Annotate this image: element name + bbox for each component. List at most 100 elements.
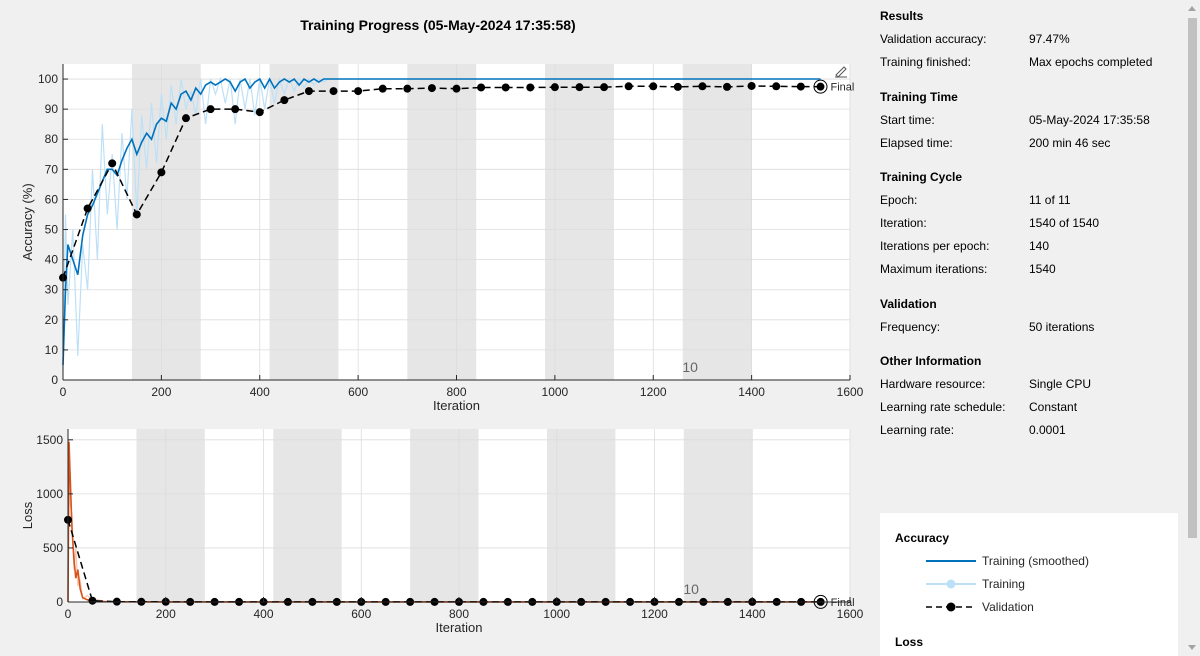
epoch-band [269, 64, 339, 380]
x-tick-label: 800 [449, 607, 469, 621]
y-tick-label: 500 [43, 541, 63, 555]
validation-point [83, 204, 92, 213]
info-row: Start time: 05-May-2024 17:35:58 [880, 113, 1180, 129]
validation-point [477, 83, 486, 92]
x-tick-label: 600 [351, 607, 371, 621]
y-tick-label: 30 [45, 283, 59, 297]
validation-point [231, 105, 240, 114]
line-icon [926, 560, 976, 562]
info-panel: Results Validation accuracy: 97.47% Trai… [880, 0, 1180, 656]
legend-item-training-smoothed: Training (smoothed) [926, 553, 1166, 569]
validation-point [600, 83, 609, 92]
validation-point [132, 210, 141, 219]
scroll-down-arrow-icon[interactable] [1188, 645, 1196, 650]
legend-panel: Accuracy Training (smoothed) Training Va… [880, 513, 1178, 656]
section-title-training-time: Training Time [880, 90, 958, 104]
x-tick-label: 200 [156, 607, 176, 621]
validation-point [575, 83, 584, 92]
info-row: Elapsed time: 200 min 46 sec [880, 136, 1180, 152]
training-smoothed-line [62, 77, 821, 366]
info-value: 0.0001 [1029, 423, 1066, 437]
validation-point [354, 87, 363, 96]
scroll-up-arrow-icon[interactable] [1188, 6, 1196, 11]
x-tick-label: 1400 [739, 607, 766, 621]
final-label: Final [830, 82, 854, 94]
scrollbar-thumb[interactable] [1188, 18, 1197, 538]
validation-point [772, 82, 781, 91]
info-label: Iteration: [880, 216, 927, 230]
validation-point [403, 84, 412, 93]
x-tick-label: 1200 [641, 607, 668, 621]
epoch-band [136, 429, 205, 602]
y-tick-label: 100 [38, 72, 58, 86]
x-tick-label: 200 [151, 385, 171, 399]
y-tick-label: 1000 [36, 487, 63, 501]
x-tick-label: 600 [348, 385, 368, 399]
info-value: 97.47% [1029, 32, 1070, 46]
validation-point [723, 82, 732, 91]
validation-point [378, 84, 387, 93]
epoch-band [410, 429, 479, 602]
info-value: 1540 of 1540 [1029, 216, 1100, 230]
validation-point [88, 596, 97, 605]
epoch-band [682, 64, 752, 380]
x-tick-label: 800 [446, 385, 466, 399]
info-label: Maximum iterations: [880, 262, 988, 276]
info-label: Learning rate schedule: [880, 400, 1006, 414]
legend-title-loss: Loss [895, 635, 924, 649]
info-label: Training finished: [880, 55, 971, 69]
x-tick-label: 0 [60, 385, 67, 399]
section-title-validation: Validation [880, 297, 937, 311]
y-tick-label: 40 [45, 253, 59, 267]
info-row: Training finished: Max epochs completed [880, 55, 1180, 71]
training-progress-figure: Training Progress (05-May-2024 17:35:58)… [20, 17, 864, 635]
info-value: 140 [1029, 239, 1050, 253]
x-tick-label: 1000 [542, 385, 569, 399]
info-value: 50 iterations [1029, 320, 1095, 334]
y-tick-label: 1500 [36, 433, 63, 447]
y-tick-label: 50 [45, 223, 59, 237]
validation-point [329, 87, 338, 96]
info-label: Epoch: [880, 193, 918, 207]
y-tick-label: 70 [45, 162, 59, 176]
y-tick-label: 0 [56, 595, 63, 609]
info-value: 11 of 11 [1029, 193, 1071, 207]
edit-brush-icon[interactable] [833, 62, 849, 78]
info-row: Learning rate: 0.0001 [880, 423, 1180, 439]
validation-point [796, 82, 805, 91]
validation-point [255, 108, 264, 117]
info-label: Start time: [880, 113, 935, 127]
validation-point [280, 96, 289, 105]
dashed-line-marker-icon [926, 602, 976, 612]
legend-item-validation: Validation [926, 599, 1166, 615]
info-row: Maximum iterations: 1540 [880, 262, 1180, 278]
vertical-scrollbar[interactable] [1185, 0, 1200, 656]
info-label: Iterations per epoch: [880, 239, 990, 253]
y-tick-label: 20 [45, 313, 59, 327]
y-axis-label: Accuracy (%) [20, 183, 35, 260]
info-row: Iteration: 1540 of 1540 [880, 216, 1180, 232]
info-row: Hardware resource: Single CPU [880, 377, 1180, 393]
x-axis-label: Iteration [436, 620, 483, 635]
y-tick-label: 60 [45, 192, 59, 206]
epoch-band [546, 429, 616, 602]
section-title-results: Results [880, 9, 924, 23]
validation-point [427, 84, 436, 93]
x-tick-label: 1600 [837, 385, 864, 399]
epoch-band [407, 64, 477, 380]
training-raw-line [62, 76, 339, 372]
validation-point [550, 83, 559, 92]
y-axis-label: Loss [20, 501, 35, 529]
epoch-band [545, 64, 614, 380]
validation-point [452, 84, 461, 93]
validation-point [624, 82, 633, 91]
validation-point [698, 82, 707, 91]
accuracy-plot: 10 Final 0 200 400 600 800 1000 1200 1400 1600 0 10 2… [20, 64, 864, 413]
epoch-band [683, 429, 753, 602]
final-label: Final [831, 597, 855, 609]
legend-item-training: Training [926, 576, 1166, 592]
info-value: 200 min 46 sec [1029, 136, 1111, 150]
y-tick-label: 80 [45, 132, 59, 146]
legend-label: Validation [982, 600, 1034, 614]
info-label: Hardware resource: [880, 377, 986, 391]
